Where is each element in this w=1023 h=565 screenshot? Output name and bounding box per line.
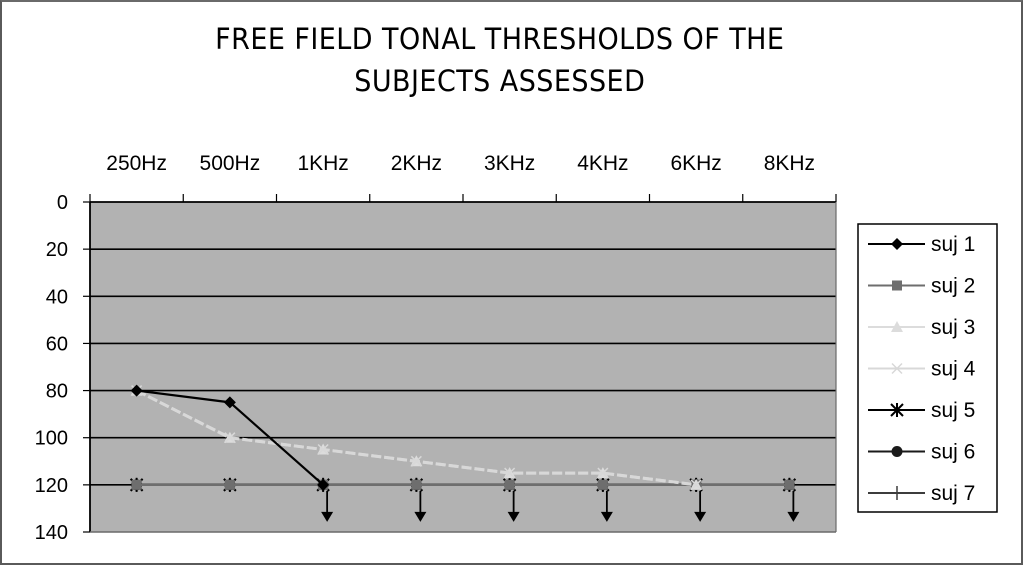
diamond-marker-icon	[130, 384, 143, 397]
legend-label: suj 5	[931, 399, 975, 422]
down-arrowhead-icon	[600, 511, 613, 522]
plot-area	[90, 202, 836, 532]
square-marker-icon	[597, 479, 608, 490]
square-marker-icon	[892, 280, 902, 291]
down-arrowhead-icon	[321, 511, 334, 522]
x-tick-label: 2KHz	[391, 152, 442, 175]
legend-item: suj 7	[868, 482, 975, 505]
legend-label: suj 6	[931, 441, 975, 464]
x-marker-icon	[410, 455, 422, 467]
down-arrowhead-icon	[414, 511, 427, 522]
down-arrowhead-icon	[507, 511, 520, 522]
down-arrowhead-icon	[787, 511, 800, 522]
y-tick-label: 120	[35, 475, 68, 497]
x-marker-icon	[597, 467, 609, 479]
x-marker-icon	[690, 479, 702, 491]
y-tick-label: 40	[46, 286, 68, 308]
x-tick-label: 8KHz	[764, 152, 815, 175]
x-tick-label: 3KHz	[484, 152, 535, 175]
x-marker-icon	[891, 362, 903, 375]
legend-label: suj 1	[931, 233, 975, 256]
diamond-marker-icon	[891, 238, 903, 250]
square-marker-icon	[784, 479, 795, 490]
chart-title-line-2: SUBJECTS ASSESSED	[354, 64, 646, 98]
square-marker-icon	[131, 479, 142, 490]
y-tick-label: 20	[46, 239, 68, 261]
x-marker-icon	[317, 443, 329, 456]
x-tick-label: 1KHz	[297, 152, 348, 175]
legend: suj 1 suj 2 suj 3 suj 4 suj 5 suj 6 suj 7	[857, 223, 998, 513]
legend-label: suj 3	[931, 316, 975, 339]
x-marker-icon	[504, 467, 516, 479]
x-tick-label: 4KHz	[577, 152, 628, 175]
series-suj-1	[130, 384, 330, 491]
diamond-marker-icon	[223, 396, 236, 409]
legend-item: suj 5	[868, 399, 975, 422]
diamond-marker-icon	[317, 478, 330, 491]
x-axis-labels: 250Hz 500Hz 1KHz 2KHz 3KHz 4KHz 6KHz 8KHz	[106, 152, 815, 175]
square-marker-icon	[411, 479, 422, 490]
legend-label: suj 2	[931, 275, 975, 298]
no-response-arrows	[321, 490, 800, 522]
legend-item: suj 3	[868, 316, 975, 339]
legend-item: suj 2	[868, 275, 975, 298]
triangle-marker-icon	[891, 321, 903, 332]
down-arrowhead-icon	[694, 511, 707, 522]
legend-item: suj 6	[868, 441, 975, 464]
x-marker-icon	[224, 432, 236, 444]
y-tick-label: 0	[57, 192, 68, 214]
legend-label: suj 7	[931, 482, 975, 505]
circle-marker-icon	[891, 446, 903, 457]
axes	[83, 194, 837, 533]
y-tick-label: 100	[35, 428, 68, 450]
square-marker-icon	[224, 479, 235, 490]
square-marker-icon	[504, 479, 515, 490]
chart-title: FREE FIELD TONAL THRESHOLDS OF THE SUBJE…	[35, 18, 965, 102]
legend-label: suj 4	[931, 358, 976, 381]
legend-item: suj 4	[868, 358, 976, 381]
x-tick-label: 500Hz	[200, 152, 261, 175]
legend-item: suj 1	[868, 233, 975, 256]
y-axis-labels: 0 20 40 60 80 100 120 140	[35, 192, 68, 544]
y-tick-label: 60	[46, 333, 68, 355]
data-series	[129, 384, 797, 492]
x-tick-label: 6KHz	[670, 152, 721, 175]
chart-title-line-1: FREE FIELD TONAL THRESHOLDS OF THE	[215, 22, 785, 56]
y-tick-label: 140	[35, 522, 68, 544]
x-tick-label: 250Hz	[106, 152, 167, 175]
y-tick-label: 80	[46, 381, 68, 403]
